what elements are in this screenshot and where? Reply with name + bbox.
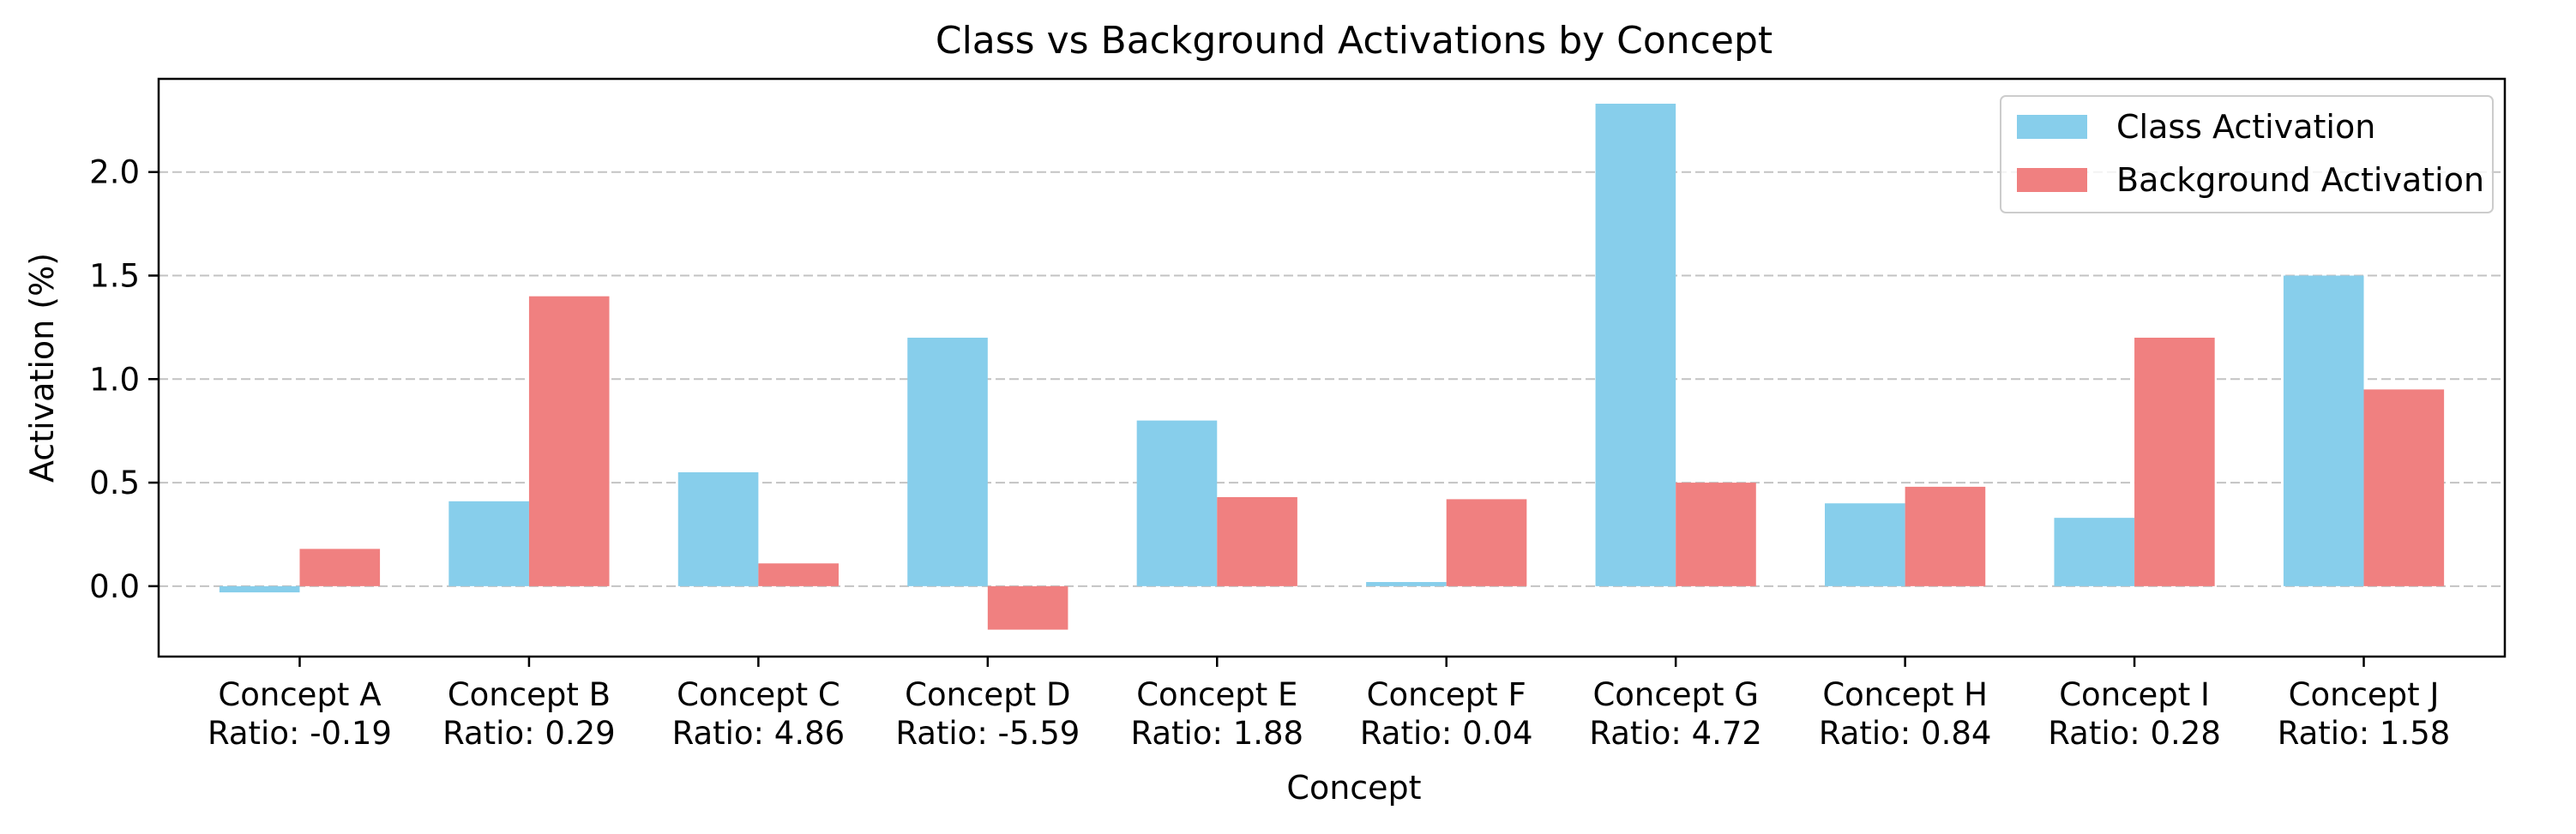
y-axis-ticks: 0.0 0.5 1.0 1.5 2.0 xyxy=(89,154,159,605)
bar-background-activation-concept-h xyxy=(1905,486,1986,586)
legend-swatch-background-activation xyxy=(2017,168,2087,192)
chart-title: Class vs Background Activations by Conce… xyxy=(936,19,1773,63)
x-tick-label-ratio: Ratio: -5.59 xyxy=(895,715,1080,752)
y-tick-label: 0.0 xyxy=(89,568,140,605)
x-tick-label-category: Concept C xyxy=(677,676,840,713)
bar-class-activation-concept-c xyxy=(677,471,759,586)
legend-swatch-class-activation xyxy=(2017,115,2087,139)
bar-background-activation-concept-e xyxy=(1217,496,1297,586)
x-tick-label-category: Concept A xyxy=(218,676,381,713)
bar-background-activation-concept-j xyxy=(2363,389,2445,586)
bar-class-activation-concept-d xyxy=(907,337,988,586)
bar-class-activation-concept-g xyxy=(1595,103,1676,586)
plot-frame xyxy=(157,77,2507,658)
bar-class-activation-concept-b xyxy=(448,501,529,586)
legend-label-class-activation: Class Activation xyxy=(2116,108,2375,146)
x-tick-label-ratio: Ratio: -0.19 xyxy=(208,715,392,752)
bar-class-activation-concept-f xyxy=(1366,582,1447,586)
legend-box xyxy=(2000,95,2494,213)
x-tick-label-ratio: Ratio: 4.86 xyxy=(672,715,846,752)
bar-class-activation-concept-j xyxy=(2283,275,2364,586)
x-tick-label-ratio: Ratio: 1.88 xyxy=(1130,715,1303,752)
bar-class-activation-concept-a xyxy=(219,585,300,593)
bar-background-activation-concept-i xyxy=(2134,337,2215,586)
x-tick-label-category: Concept D xyxy=(905,676,1070,713)
legend: Class Activation Background Activation xyxy=(2000,95,2494,213)
bar-background-activation-concept-b xyxy=(528,296,610,586)
x-tick-label-category: Concept E xyxy=(1136,676,1297,713)
bar-class-activation-concept-e xyxy=(1136,420,1218,586)
bar-background-activation-concept-c xyxy=(758,563,839,586)
y-tick-label: 2.0 xyxy=(89,154,140,191)
bar-background-activation-concept-a xyxy=(299,549,381,586)
x-tick-label-ratio: Ratio: 0.04 xyxy=(1360,715,1533,752)
x-tick-label-ratio: Ratio: 0.28 xyxy=(2048,715,2221,752)
y-tick-label: 1.5 xyxy=(89,257,140,294)
x-tick-label-ratio: Ratio: 1.58 xyxy=(2278,715,2451,752)
bars xyxy=(219,103,2445,630)
x-tick-label-category: Concept B xyxy=(448,676,611,713)
x-tick-label-ratio: Ratio: 0.84 xyxy=(1819,715,1992,752)
bar-class-activation-concept-i xyxy=(2054,518,2135,586)
bar-background-activation-concept-g xyxy=(1676,483,1756,586)
x-tick-label-category: Concept H xyxy=(1822,676,1988,713)
x-axis-label: Concept xyxy=(1286,769,1421,807)
y-tick-label: 1.0 xyxy=(89,361,140,398)
x-tick-label-category: Concept I xyxy=(2059,676,2210,713)
x-tick-label-category: Concept F xyxy=(1367,676,1526,713)
x-tick-label-category: Concept G xyxy=(1592,676,1758,713)
y-axis-label: Activation (%) xyxy=(23,253,61,483)
bar-background-activation-concept-d xyxy=(987,585,1068,630)
x-tick-label-ratio: Ratio: 0.29 xyxy=(442,715,616,752)
legend-label-background-activation: Background Activation xyxy=(2116,161,2484,199)
bar-background-activation-concept-f xyxy=(1446,499,1527,586)
x-tick-label-category: Concept J xyxy=(2289,676,2440,713)
y-tick-label: 0.5 xyxy=(89,465,140,501)
bar-class-activation-concept-h xyxy=(1825,503,1905,586)
x-tick-label-ratio: Ratio: 4.72 xyxy=(1589,715,1762,752)
